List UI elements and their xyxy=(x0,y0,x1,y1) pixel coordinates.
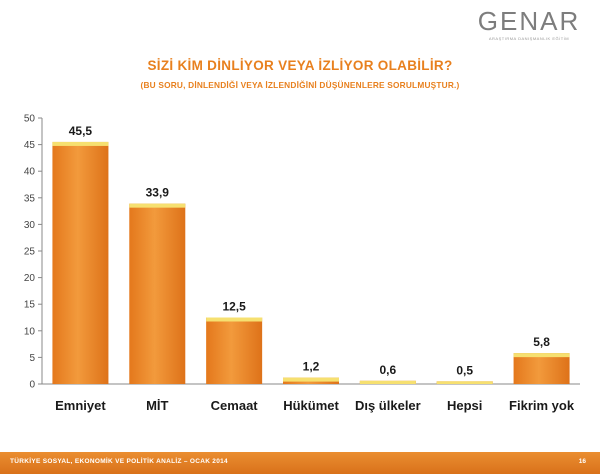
bar-top xyxy=(52,141,109,146)
y-tick-label: 10 xyxy=(24,326,36,337)
value-label: 1,2 xyxy=(303,360,320,374)
value-labels: 45,5 33,9 12,5 1,2 0,6 0,5 5,8 xyxy=(69,124,550,377)
y-tick-label: 35 xyxy=(24,193,36,204)
genar-logo: GENAR ARAŞTIRMA DANIŞMANLIK EĞİTİM xyxy=(470,6,588,42)
page-number: 16 xyxy=(578,458,586,465)
value-label: 45,5 xyxy=(69,124,93,138)
category-label: MİT xyxy=(146,398,168,413)
bar-top xyxy=(513,353,570,358)
y-tick-label: 20 xyxy=(24,273,36,284)
bar xyxy=(206,317,263,384)
category-label: Cemaat xyxy=(211,398,259,413)
category-label: Dış ülkeler xyxy=(355,398,421,413)
category-label: Hepsi xyxy=(447,398,482,413)
y-tick-label: 30 xyxy=(24,220,36,231)
value-label: 0,6 xyxy=(380,363,397,377)
bar xyxy=(52,141,109,384)
bar-top xyxy=(359,380,416,384)
y-tick-label: 5 xyxy=(29,353,35,364)
bars xyxy=(52,141,570,384)
footer-bar: TÜRKİYE SOSYAL, EKONOMİK VE POLİTİK ANAL… xyxy=(0,452,600,474)
bar-top xyxy=(206,317,263,322)
bar-top xyxy=(283,377,339,382)
chart-title: SİZİ KİM DİNLİYOR VEYA İZLİYOR OLABİLİR? xyxy=(147,58,453,73)
logo-tagline: ARAŞTIRMA DANIŞMANLIK EĞİTİM xyxy=(488,36,570,41)
footer-text: TÜRKİYE SOSYAL, EKONOMİK VE POLİTİK ANAL… xyxy=(10,458,228,465)
category-label: Emniyet xyxy=(55,398,106,413)
y-tick-label: 0 xyxy=(29,380,35,391)
y-tick-label: 25 xyxy=(24,247,36,258)
category-label: Hükümet xyxy=(283,398,339,413)
chart-subtitle: (BU SORU, DİNLENDİĞİ VEYA İZLENDİĞİNİ DÜ… xyxy=(140,80,460,90)
value-label: 5,8 xyxy=(533,335,550,349)
logo-name: GENAR xyxy=(477,6,581,36)
value-label: 33,9 xyxy=(146,186,170,200)
bar xyxy=(129,203,186,384)
bar xyxy=(513,353,570,384)
bar-chart: 0 5 10 15 20 25 30 35 40 45 50 45,5 33,9 12,5 1,2 0,6 0… xyxy=(24,114,580,413)
value-label: 12,5 xyxy=(222,300,246,314)
bar-top xyxy=(129,203,186,208)
y-tick-label: 15 xyxy=(24,300,36,311)
category-label: Fikrim yok xyxy=(509,398,575,413)
category-labels: Emniyet MİT Cemaat Hükümet Dış ülkeler Hepsi F… xyxy=(55,398,575,413)
value-label: 0,5 xyxy=(456,363,473,377)
y-tick-label: 50 xyxy=(24,114,36,125)
y-tick-label: 45 xyxy=(24,140,36,151)
y-tick-label: 40 xyxy=(24,167,36,178)
bar-top xyxy=(436,381,493,384)
